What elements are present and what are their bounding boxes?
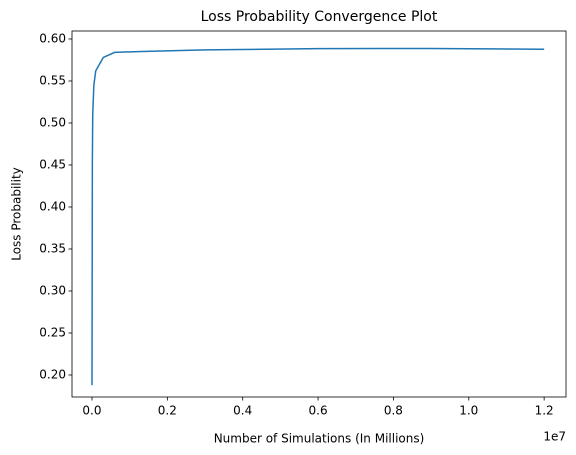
x-tick-label: 0.4 bbox=[233, 404, 252, 418]
x-tick-label: 1.0 bbox=[459, 404, 478, 418]
plot-frame bbox=[71, 30, 567, 398]
x-tick-label: 1.2 bbox=[535, 404, 554, 418]
x-tick-label: 0.6 bbox=[309, 404, 328, 418]
y-axis-label: Loss Probability bbox=[10, 167, 24, 261]
x-tick-label: 0.8 bbox=[384, 404, 403, 418]
x-tick-label: 0.2 bbox=[158, 404, 177, 418]
data-line bbox=[91, 47, 545, 386]
x-axis-label: Number of Simulations (In Millions) bbox=[214, 432, 425, 446]
chart-title: Loss Probability Convergence Plot bbox=[201, 9, 438, 25]
y-tick-label: 0.25 bbox=[39, 325, 66, 339]
y-tick-label: 0.20 bbox=[39, 367, 66, 381]
x-offset-label: 1e7 bbox=[543, 430, 566, 444]
y-tick-label: 0.50 bbox=[39, 115, 66, 129]
x-tick-label: 0.0 bbox=[82, 404, 101, 418]
y-tick-label: 0.35 bbox=[39, 241, 66, 255]
y-tick-label: 0.55 bbox=[39, 73, 66, 87]
y-tick-label: 0.30 bbox=[39, 283, 66, 297]
y-tick-label: 0.60 bbox=[39, 31, 66, 45]
y-tick-label: 0.45 bbox=[39, 157, 66, 171]
y-tick-label: 0.40 bbox=[39, 199, 66, 213]
